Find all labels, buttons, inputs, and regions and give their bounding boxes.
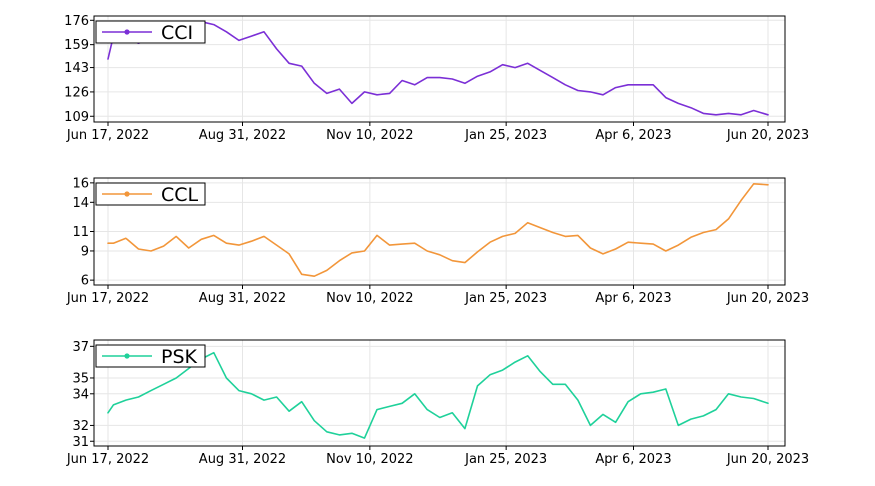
chart-panel-ccl: Jun 17, 2022 Aug 31, 2022 Nov 10, 2022 Jan … [66,176,809,306]
x-tick-label: Jun 17, 2022 [66,452,149,467]
plot-frame [93,339,786,447]
x-tick-label: Apr 6, 2023 [595,128,671,143]
y-tick-label: 6 [81,274,89,289]
y-tick-label: 176 [64,14,89,29]
legend-label: PSK [161,346,198,368]
x-tick-label: Jan 25, 2023 [464,128,547,143]
y-tick-label: 14 [72,196,89,211]
x-tick-label: Jan 25, 2023 [464,452,547,467]
plot-frame [93,15,786,123]
y-tick-label: 11 [72,225,89,240]
x-tick-label: Jun 17, 2022 [66,128,149,143]
y-tick-label: 126 [64,85,89,100]
x-tick-label: Jun 17, 2022 [66,291,149,306]
x-tick-label: Apr 6, 2023 [595,291,671,306]
y-tick-label: 143 [64,61,89,76]
legend: PSK [95,344,206,368]
legend-marker [124,353,130,359]
chart-panel-psk: Jun 17, 2022 Aug 31, 2022 Nov 10, 2022 Jan … [66,339,809,467]
x-tick-label: Jun 20, 2023 [726,291,809,306]
x-tick-label: Aug 31, 2022 [199,128,286,143]
y-tick-label: 159 [64,38,89,53]
y-tick-label: 37 [72,340,89,355]
series-line-cci [107,20,769,116]
x-tick-label: Aug 31, 2022 [199,452,286,467]
x-tick-label: Nov 10, 2022 [326,128,413,143]
legend: CCI [95,20,206,44]
y-tick-label: 34 [72,387,89,402]
series-line-psk [107,351,769,439]
x-tick-label: Nov 10, 2022 [326,452,413,467]
legend-marker [124,191,130,197]
legend-label: CCL [161,184,199,206]
x-tick-label: Jun 20, 2023 [726,128,809,143]
x-tick-label: Jun 20, 2023 [726,452,809,467]
y-tick-label: 9 [81,244,89,259]
y-tick-label: 35 [72,371,89,386]
legend-marker [124,29,130,35]
x-tick-label: Jan 25, 2023 [464,291,547,306]
x-tick-label: Aug 31, 2022 [199,291,286,306]
y-tick-label: 31 [72,435,89,450]
series-line-ccl [107,183,769,278]
y-tick-label: 16 [72,176,89,191]
chart-panel-cci: Jun 17, 2022 Aug 31, 2022 Nov 10, 2022 Jan … [64,14,809,143]
x-tick-label: Nov 10, 2022 [326,291,413,306]
legend-label: CCI [161,22,193,44]
y-tick-label: 32 [72,419,89,434]
x-tick-label: Apr 6, 2023 [595,452,671,467]
y-tick-label: 109 [64,110,89,125]
legend: CCL [95,182,206,206]
plot-frame [93,177,786,286]
